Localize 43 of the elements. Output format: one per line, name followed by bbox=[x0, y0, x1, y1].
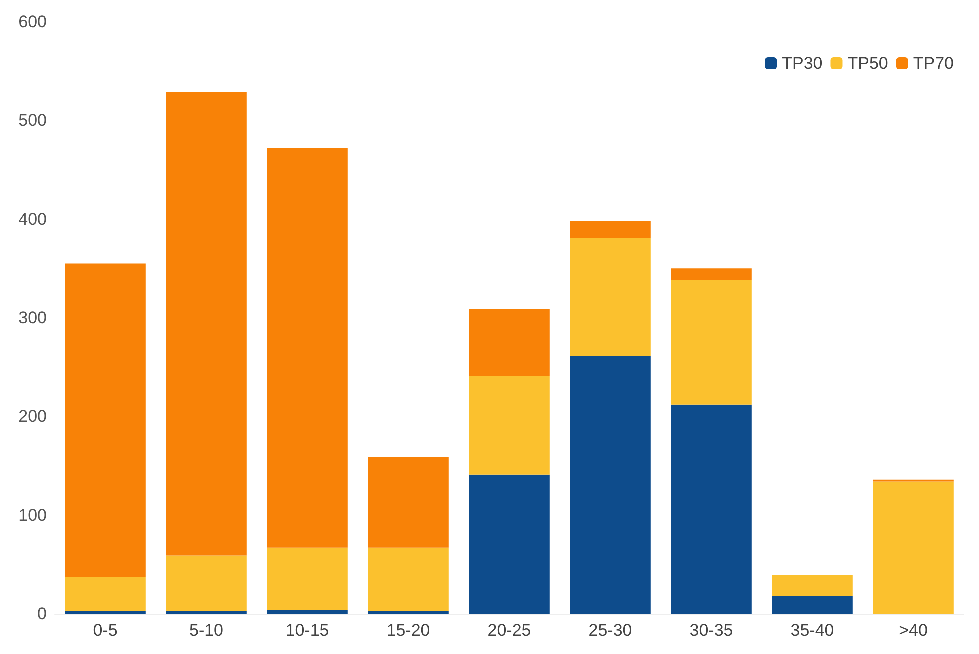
bar bbox=[570, 221, 651, 238]
y-tick-label: 100 bbox=[18, 506, 47, 525]
bar bbox=[267, 548, 348, 610]
bar bbox=[873, 482, 954, 614]
y-tick-label: 400 bbox=[18, 210, 47, 229]
bar bbox=[65, 577, 146, 612]
bar bbox=[671, 404, 752, 614]
bar bbox=[267, 610, 348, 614]
x-tick-label: >40 bbox=[899, 621, 928, 640]
legend-label: TP50 bbox=[848, 54, 888, 73]
x-tick-label: 35-40 bbox=[790, 621, 834, 640]
bar bbox=[166, 611, 247, 614]
y-tick-label: 500 bbox=[18, 111, 47, 130]
x-tick-label: 20-25 bbox=[488, 621, 532, 640]
bar bbox=[368, 457, 449, 548]
bar bbox=[469, 376, 550, 475]
bar bbox=[671, 280, 752, 405]
x-tick-label: 5-10 bbox=[189, 621, 224, 640]
bar bbox=[368, 611, 449, 614]
bar bbox=[570, 356, 651, 614]
legend-label: TP30 bbox=[782, 54, 823, 73]
bar bbox=[570, 238, 651, 356]
bar bbox=[671, 268, 752, 281]
y-tick-label: 200 bbox=[18, 407, 47, 426]
y-tick-label: 0 bbox=[38, 604, 47, 624]
bar bbox=[65, 611, 146, 614]
bar bbox=[267, 148, 348, 548]
bar bbox=[772, 576, 853, 596]
bar bbox=[65, 264, 146, 578]
bar bbox=[368, 548, 449, 612]
bar bbox=[772, 596, 853, 614]
bar bbox=[166, 556, 247, 612]
x-tick-label: 25-30 bbox=[588, 621, 632, 640]
bar bbox=[469, 474, 550, 614]
bar bbox=[469, 309, 550, 376]
legend-label: TP70 bbox=[913, 54, 954, 73]
x-tick-label: 30-35 bbox=[690, 621, 734, 640]
y-tick-label: 300 bbox=[18, 308, 47, 328]
x-tick-label: 10-15 bbox=[286, 621, 330, 640]
bar bbox=[166, 92, 247, 556]
x-tick-label: 0-5 bbox=[93, 621, 118, 640]
x-tick-label: 15-20 bbox=[386, 621, 430, 640]
y-tick-label: 600 bbox=[18, 12, 47, 32]
